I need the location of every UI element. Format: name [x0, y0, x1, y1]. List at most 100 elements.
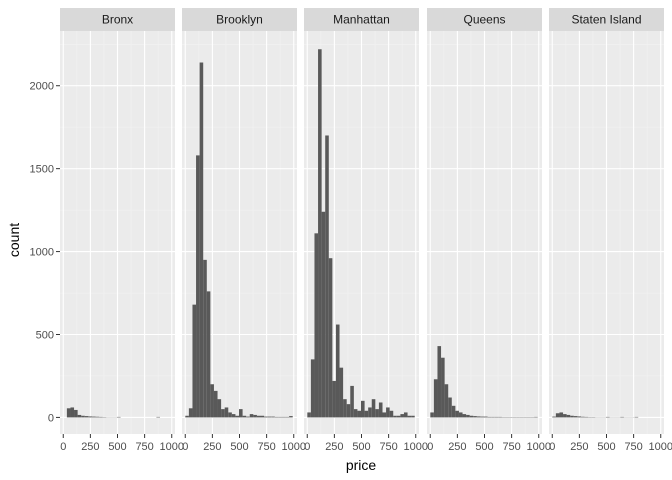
histogram-bar-staten-island-5 — [570, 415, 574, 418]
facet-label-manhattan: Manhattan — [333, 13, 390, 27]
histogram-bar-staten-island-1 — [555, 413, 560, 418]
histogram-bar-manhattan-14 — [357, 410, 362, 418]
histogram-bar-manhattan-19 — [375, 409, 379, 418]
histogram-bar-brooklyn-23 — [267, 416, 272, 418]
histogram-bar-manhattan-6 — [328, 258, 333, 418]
x-tick-label-queens: 0 — [427, 441, 433, 453]
histogram-bar-brooklyn-10 — [221, 409, 225, 418]
facet-queens: Queens 0 250 500 750 1000 — [427, 8, 551, 453]
x-tick-label-brooklyn: 1000 — [282, 441, 306, 453]
y-tick-label: 500 — [36, 329, 54, 341]
x-tick-label-staten-island: 0 — [549, 441, 555, 453]
x-tick-label-queens: 250 — [448, 441, 466, 453]
x-tick-label-bronx: 500 — [108, 441, 126, 453]
histogram-bar-manhattan-29 — [411, 415, 415, 418]
histogram-bar-bronx-5 — [84, 416, 89, 418]
histogram-bar-manhattan-12 — [350, 385, 354, 418]
histogram-bar-brooklyn-1 — [188, 408, 193, 418]
histogram-bar-bronx-1 — [70, 407, 75, 418]
histogram-bar-queens-4 — [444, 384, 449, 418]
histogram-bar-staten-island-2 — [559, 412, 564, 418]
histogram-bar-queens-7 — [455, 410, 459, 418]
histogram-bar-brooklyn-5 — [203, 259, 207, 418]
histogram-bar-queens-1 — [433, 379, 438, 418]
histogram-bar-manhattan-10 — [343, 399, 347, 418]
x-tick-label-queens: 750 — [502, 441, 520, 453]
histogram-bar-manhattan-3 — [318, 49, 322, 418]
x-tick-label-brooklyn: 500 — [230, 441, 248, 453]
histogram-bar-brooklyn-14 — [235, 415, 240, 418]
x-tick-label-brooklyn: 0 — [182, 441, 188, 453]
histogram-bar-brooklyn-11 — [224, 407, 229, 418]
histogram-bar-manhattan-11 — [346, 404, 351, 418]
histogram-bar-brooklyn-18 — [249, 414, 254, 418]
y-axis: 0 500 1000 1500 2000 — [30, 81, 60, 424]
histogram-bar-queens-9 — [462, 414, 467, 418]
histogram-bar-queens-15 — [484, 416, 488, 418]
histogram-bar-brooklyn-19 — [253, 414, 257, 418]
facet-strip-brooklyn — [182, 8, 297, 31]
histogram-bar-brooklyn-0 — [185, 415, 189, 418]
histogram-bar-brooklyn-24 — [271, 416, 275, 418]
histogram-bar-queens-0 — [430, 412, 434, 418]
x-tick-label-queens: 500 — [475, 441, 493, 453]
x-tick-label-bronx: 250 — [81, 441, 99, 453]
facet-strip-manhattan — [304, 8, 419, 31]
histogram-bar-brooklyn-22 — [264, 416, 268, 418]
x-tick-label-staten-island: 1000 — [649, 441, 672, 453]
x-tick-label-manhattan: 500 — [352, 441, 370, 453]
histogram-bar-brooklyn-4 — [199, 62, 204, 418]
histogram-bar-queens-2 — [437, 346, 442, 418]
histogram-bar-brooklyn-8 — [213, 390, 218, 418]
histogram-bar-staten-island-7 — [577, 416, 581, 418]
histogram-bar-manhattan-4 — [321, 211, 326, 418]
histogram-bar-bronx-0 — [66, 408, 71, 418]
histogram-bar-bronx-6 — [88, 416, 92, 418]
histogram-bar-brooklyn-16 — [242, 415, 247, 418]
facet-label-queens: Queens — [463, 13, 505, 27]
histogram-bar-manhattan-20 — [378, 402, 383, 418]
histogram-bar-brooklyn-6 — [206, 291, 211, 418]
histogram-bar-manhattan-5 — [325, 135, 329, 418]
x-tick-label-manhattan: 0 — [304, 441, 310, 453]
facet-manhattan: Manhattan 0 250 500 750 1000 — [304, 8, 428, 453]
y-tick-label: 1000 — [30, 247, 54, 259]
histogram-bar-brooklyn-20 — [256, 415, 261, 418]
histogram-bar-manhattan-15 — [361, 400, 365, 418]
facet-strip-bronx — [60, 8, 175, 31]
x-tick-label-staten-island: 500 — [597, 441, 615, 453]
histogram-bar-manhattan-24 — [393, 415, 397, 418]
histogram-bar-queens-3 — [441, 357, 445, 418]
facet-panels: Bronx 0 250 500 750 1000 Brooklyn 0 250 500 750 100… — [60, 8, 672, 453]
histogram-bar-queens-6 — [451, 405, 456, 418]
x-tick-label-brooklyn: 250 — [203, 441, 221, 453]
x-tick-label-staten-island: 250 — [570, 441, 588, 453]
histogram-bar-queens-13 — [476, 416, 481, 418]
histogram-bar-bronx-3 — [77, 414, 82, 418]
x-tick-label-queens: 1000 — [527, 441, 551, 453]
histogram-bar-brooklyn-9 — [217, 399, 222, 418]
histogram-bar-manhattan-18 — [371, 399, 376, 418]
x-tick-label-manhattan: 1000 — [404, 441, 428, 453]
histogram-bar-manhattan-13 — [353, 409, 358, 418]
y-tick-label: 1500 — [30, 164, 54, 176]
x-axis-title: price — [346, 457, 377, 473]
histogram-bar-manhattan-16 — [364, 410, 369, 418]
histogram-bar-brooklyn-7 — [210, 384, 214, 418]
facet-strip-staten-island — [549, 8, 664, 31]
histogram-bar-brooklyn-15 — [239, 409, 243, 418]
histogram-bar-brooklyn-21 — [260, 415, 265, 418]
histogram-bar-brooklyn-13 — [231, 414, 236, 418]
histogram-bar-manhattan-22 — [386, 407, 390, 418]
histogram-bar-queens-14 — [480, 416, 485, 418]
histogram-bar-brooklyn-29 — [289, 416, 293, 418]
histogram-bar-queens-12 — [473, 416, 477, 418]
histogram-bar-queens-10 — [466, 414, 470, 418]
histogram-bar-staten-island-0 — [552, 416, 556, 418]
facet-strip-queens — [427, 8, 542, 31]
histogram-bar-manhattan-27 — [403, 412, 408, 418]
histogram-bar-manhattan-8 — [335, 324, 340, 418]
histogram-bar-manhattan-21 — [382, 412, 387, 418]
histogram-bar-brooklyn-17 — [246, 416, 250, 418]
